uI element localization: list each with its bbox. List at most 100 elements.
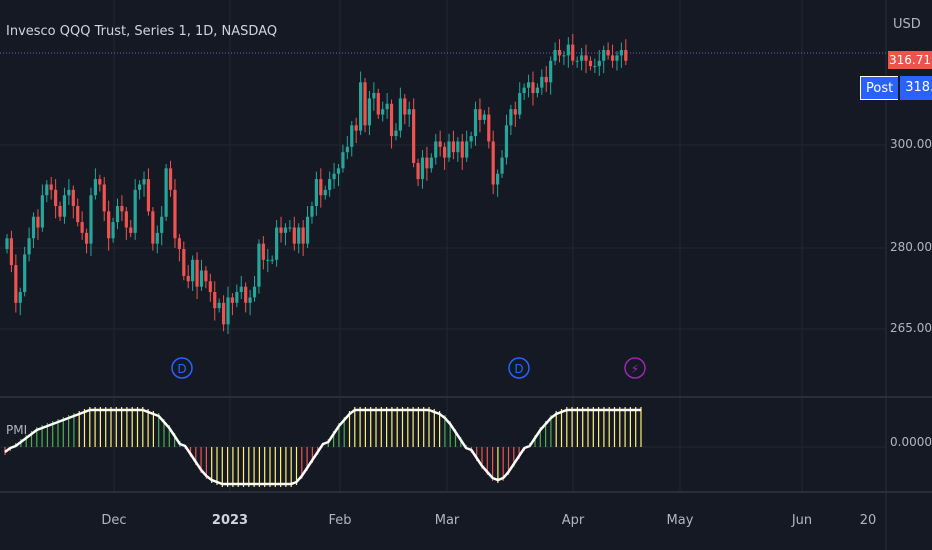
dividend-icon-glyph: D [514,362,523,376]
candle-body [336,168,341,174]
candle-body [129,227,133,233]
post-tag: Post [860,76,899,100]
candle-body [465,141,469,158]
candle-body [261,243,265,260]
candle-body [381,109,385,115]
last-price-label: 316.71 [888,51,932,69]
candle-body [31,216,36,239]
candle-body [279,227,283,233]
earnings-icon-glyph: ⚡ [631,362,639,376]
candle-body [535,87,539,94]
candle-body [606,50,610,56]
chart-title: Invesco QQQ Trust, Series 1, 1D, NASDAQ [6,24,278,39]
candle-body [487,114,491,142]
x-tick-label: May [666,513,694,528]
candle-body [619,50,623,56]
candle-body [288,227,292,229]
candle-body [540,76,544,88]
candle-body [164,168,168,217]
candle-body [89,195,93,244]
candle-body [496,173,500,185]
candle-body [80,222,84,233]
candle-body [235,292,239,303]
candle-body [270,259,274,261]
candle-body [292,227,296,244]
candle-body [434,141,438,158]
dividend-icon-glyph: D [177,362,186,376]
candle-body [301,227,305,244]
candle-body [500,157,504,174]
x-tick-label: Feb [328,513,352,528]
candle-body [283,227,288,233]
candle-body [451,141,456,153]
dividend-icon [508,357,530,379]
candle-body [27,238,31,255]
candle-body [124,211,128,228]
candle-body [142,179,146,185]
candle-body [133,189,137,233]
candle-body [478,109,482,120]
candle-body [482,114,486,120]
candle-body [115,205,120,223]
candle-body [310,205,314,217]
candle-body [615,55,619,61]
candle-body [182,249,186,276]
candle-body [297,227,301,244]
candle-body [610,55,615,61]
candle-body [177,238,181,250]
candle-body [107,211,111,239]
candle-body [199,270,204,287]
candle-body [111,222,115,239]
candle-body [244,286,248,303]
y-tick-label: 280.00 [890,240,932,254]
candle-body [531,82,535,94]
candle-body [14,265,18,303]
candle-body [93,179,97,196]
candle-body [160,216,164,233]
candle-body [460,141,464,158]
candle-body [226,297,230,325]
earnings-icon [624,357,646,379]
candle-body [597,60,601,67]
candle-body [566,44,570,56]
candle-body [549,60,553,83]
x-tick-label: Mar [434,513,460,528]
candle-body [195,259,199,287]
candle-body [447,141,451,158]
candle-body [389,103,394,137]
currency-label[interactable]: USD [893,17,921,32]
candle-body [151,211,155,244]
candle-body [257,243,261,287]
candle-body [328,179,332,190]
candle-body [36,216,40,228]
indicator-tick-label: 0.0000 [890,435,932,449]
candle-body [562,55,566,57]
candle-body [332,173,336,180]
candle-body [230,297,235,303]
candle-body [367,98,372,126]
candle-body [557,50,562,56]
candle-body [624,50,628,61]
candle-body [350,125,354,147]
candle-body [319,179,323,196]
post-market-badge: Post 318.35 [860,76,932,100]
x-tick-label: 2023 [211,513,249,528]
candle-body [54,189,58,206]
candle-body [526,82,531,88]
candle-body [76,205,80,223]
candle-body [71,189,75,206]
candle-body [363,82,367,126]
candle-body [341,152,345,169]
candle-body [420,157,425,180]
candle-body [18,292,22,303]
candle-body [580,55,584,61]
candle-body [305,216,310,244]
candle-body [275,227,279,260]
candle-body [491,141,495,185]
x-tick-label: 20 [859,513,877,528]
candle-body [588,60,593,67]
pmi-line [4,408,641,486]
candle-body [584,55,588,61]
candle-body [221,302,226,325]
